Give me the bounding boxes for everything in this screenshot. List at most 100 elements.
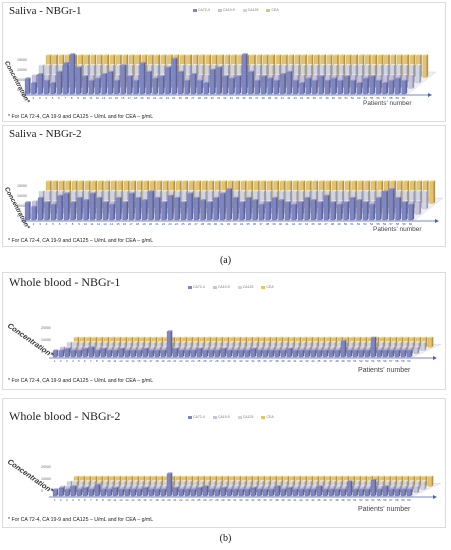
bar-ca724-59 <box>400 349 407 358</box>
bar-ca724-17 <box>127 75 133 95</box>
bar-ca724-13 <box>124 349 131 358</box>
bar-ca724-54 <box>363 77 369 95</box>
x-tick-label: 6 <box>59 222 61 226</box>
chart-panel-wholeblood-nbgr2: Whole blood - NBGr-2 CA72-4 CA19-9 CA125… <box>2 398 446 528</box>
bar-ca724-28 <box>200 199 207 221</box>
bar-ca724-51 <box>349 196 356 221</box>
footnote: * For CA 72-4, CA 19-9 and CA125 – U/mL … <box>8 238 154 244</box>
y-tick-label: 20000 <box>41 326 51 330</box>
x-tick-label: 8 <box>96 498 98 502</box>
x-tick-label: 53 <box>357 96 361 100</box>
bar-ca724-33 <box>232 196 239 221</box>
x-tick-label: 7 <box>65 222 67 226</box>
legend-item: CA72-4 <box>188 285 205 289</box>
bar-ca724-49 <box>340 339 347 358</box>
x-tick-label: 53 <box>365 498 369 502</box>
bar-ca125-60 <box>420 341 427 351</box>
x-tick-label: 19 <box>161 359 165 363</box>
x-tick-label: 46 <box>323 498 327 502</box>
x-tick-label: 5 <box>52 222 54 226</box>
bar-ca724-14 <box>109 203 116 221</box>
bar-ca724-18 <box>133 79 140 95</box>
bar-ca724-47 <box>328 349 335 358</box>
bar-ca724-58 <box>394 349 401 358</box>
bar-ca724-37 <box>268 488 275 497</box>
x-tick-label: 41 <box>293 359 297 363</box>
x-tick-label: 6 <box>58 96 60 100</box>
x-tick-label: 4 <box>72 498 74 502</box>
x-tick-label: 18 <box>155 498 159 502</box>
x-tick-label: 45 <box>317 498 321 502</box>
x-tick-label: 29 <box>207 222 211 226</box>
bar-ca724-31 <box>232 488 239 497</box>
bar-ca724-53 <box>364 488 371 497</box>
bar-ca724-6 <box>57 194 64 221</box>
bar-ca724-1 <box>24 77 31 95</box>
bar-ca724-50 <box>343 201 350 221</box>
chart-legend: CA72-4 CA19-9 CA125 CEA <box>193 8 279 12</box>
bar-ca724-19 <box>139 62 146 95</box>
x-tick-label: 36 <box>263 498 267 502</box>
chart-title: Whole blood - NBGr-2 <box>9 409 121 423</box>
bar-ca125-60 <box>415 64 422 84</box>
bar-ca724-5 <box>50 81 57 95</box>
x-tick-label: 48 <box>325 96 329 100</box>
bar-ca724-40 <box>278 199 285 221</box>
x-tick-label: 52 <box>351 96 355 100</box>
x-tick-label: 58 <box>395 498 399 502</box>
bar-ca125-60 <box>420 480 427 490</box>
x-tick-label: 49 <box>332 96 336 100</box>
x-tick-label: 11 <box>113 359 116 363</box>
bar-ca724-46 <box>317 201 324 221</box>
x-tick-label: 12 <box>96 96 100 100</box>
x-tick-label: 24 <box>191 359 195 363</box>
bar-ca724-9 <box>100 347 107 358</box>
x-tick-label: 35 <box>257 498 261 502</box>
bar-ca724-24 <box>171 57 178 95</box>
x-tick-label: 1 <box>54 359 56 363</box>
x-tick-label: 35 <box>246 222 250 226</box>
chart-title: Whole blood - NBGr-1 <box>9 275 121 289</box>
bar-ca724-37 <box>258 203 265 221</box>
bar-ca724-58 <box>394 488 401 497</box>
bar-ca724-36 <box>262 488 269 497</box>
x-tick-label: 52 <box>359 359 363 363</box>
bar-ca724-26 <box>202 349 209 358</box>
bar-ca724-52 <box>356 199 363 221</box>
bar-ca724-27 <box>208 349 215 358</box>
bar-ca724-57 <box>388 488 395 497</box>
bar-ca724-9 <box>76 196 83 221</box>
bar-ca724-16 <box>142 347 149 358</box>
bar-ca724-36 <box>248 70 254 95</box>
x-tick-label: 54 <box>371 498 375 502</box>
bar-ca724-34 <box>250 486 257 497</box>
bar-ca724-56 <box>382 190 389 221</box>
bar-ca724-10 <box>83 199 90 221</box>
bar-ca724-13 <box>102 201 109 221</box>
bar-ca724-18 <box>154 488 161 497</box>
x-tick-label: 14 <box>131 498 135 502</box>
bar-ca724-27 <box>208 488 215 497</box>
x-tick-label: 12 <box>119 359 123 363</box>
bar-ca724-28 <box>197 79 203 95</box>
x-tick-label: 26 <box>188 222 192 226</box>
bar-ca724-54 <box>370 478 377 497</box>
x-tick-label: 38 <box>266 222 270 226</box>
x-tick-label: 12 <box>97 222 101 226</box>
bar-ca724-21 <box>172 486 179 497</box>
x-tick-label: 23 <box>168 222 172 226</box>
x-tick-label: 14 <box>110 222 114 226</box>
x-tick-label: 21 <box>155 222 159 226</box>
bar-ca724-11 <box>112 349 119 358</box>
x-tick-label: 28 <box>198 96 202 100</box>
x-tick-label: 15 <box>115 96 119 100</box>
bar-ca724-21 <box>154 196 161 221</box>
bar-ca724-5 <box>50 203 57 221</box>
x-tick-label: 14 <box>131 359 135 363</box>
legend-item: CA19-9 <box>217 8 235 12</box>
bar-ca724-1 <box>52 349 59 358</box>
x-tick-label: 6 <box>84 359 86 363</box>
bar-ca724-13 <box>124 488 131 497</box>
chart-panel-saliva-nbgr2: Saliva - NBGr-2 0 5000 10000 15000 1 2 3 4 5 6 7 8 9… <box>2 125 446 247</box>
